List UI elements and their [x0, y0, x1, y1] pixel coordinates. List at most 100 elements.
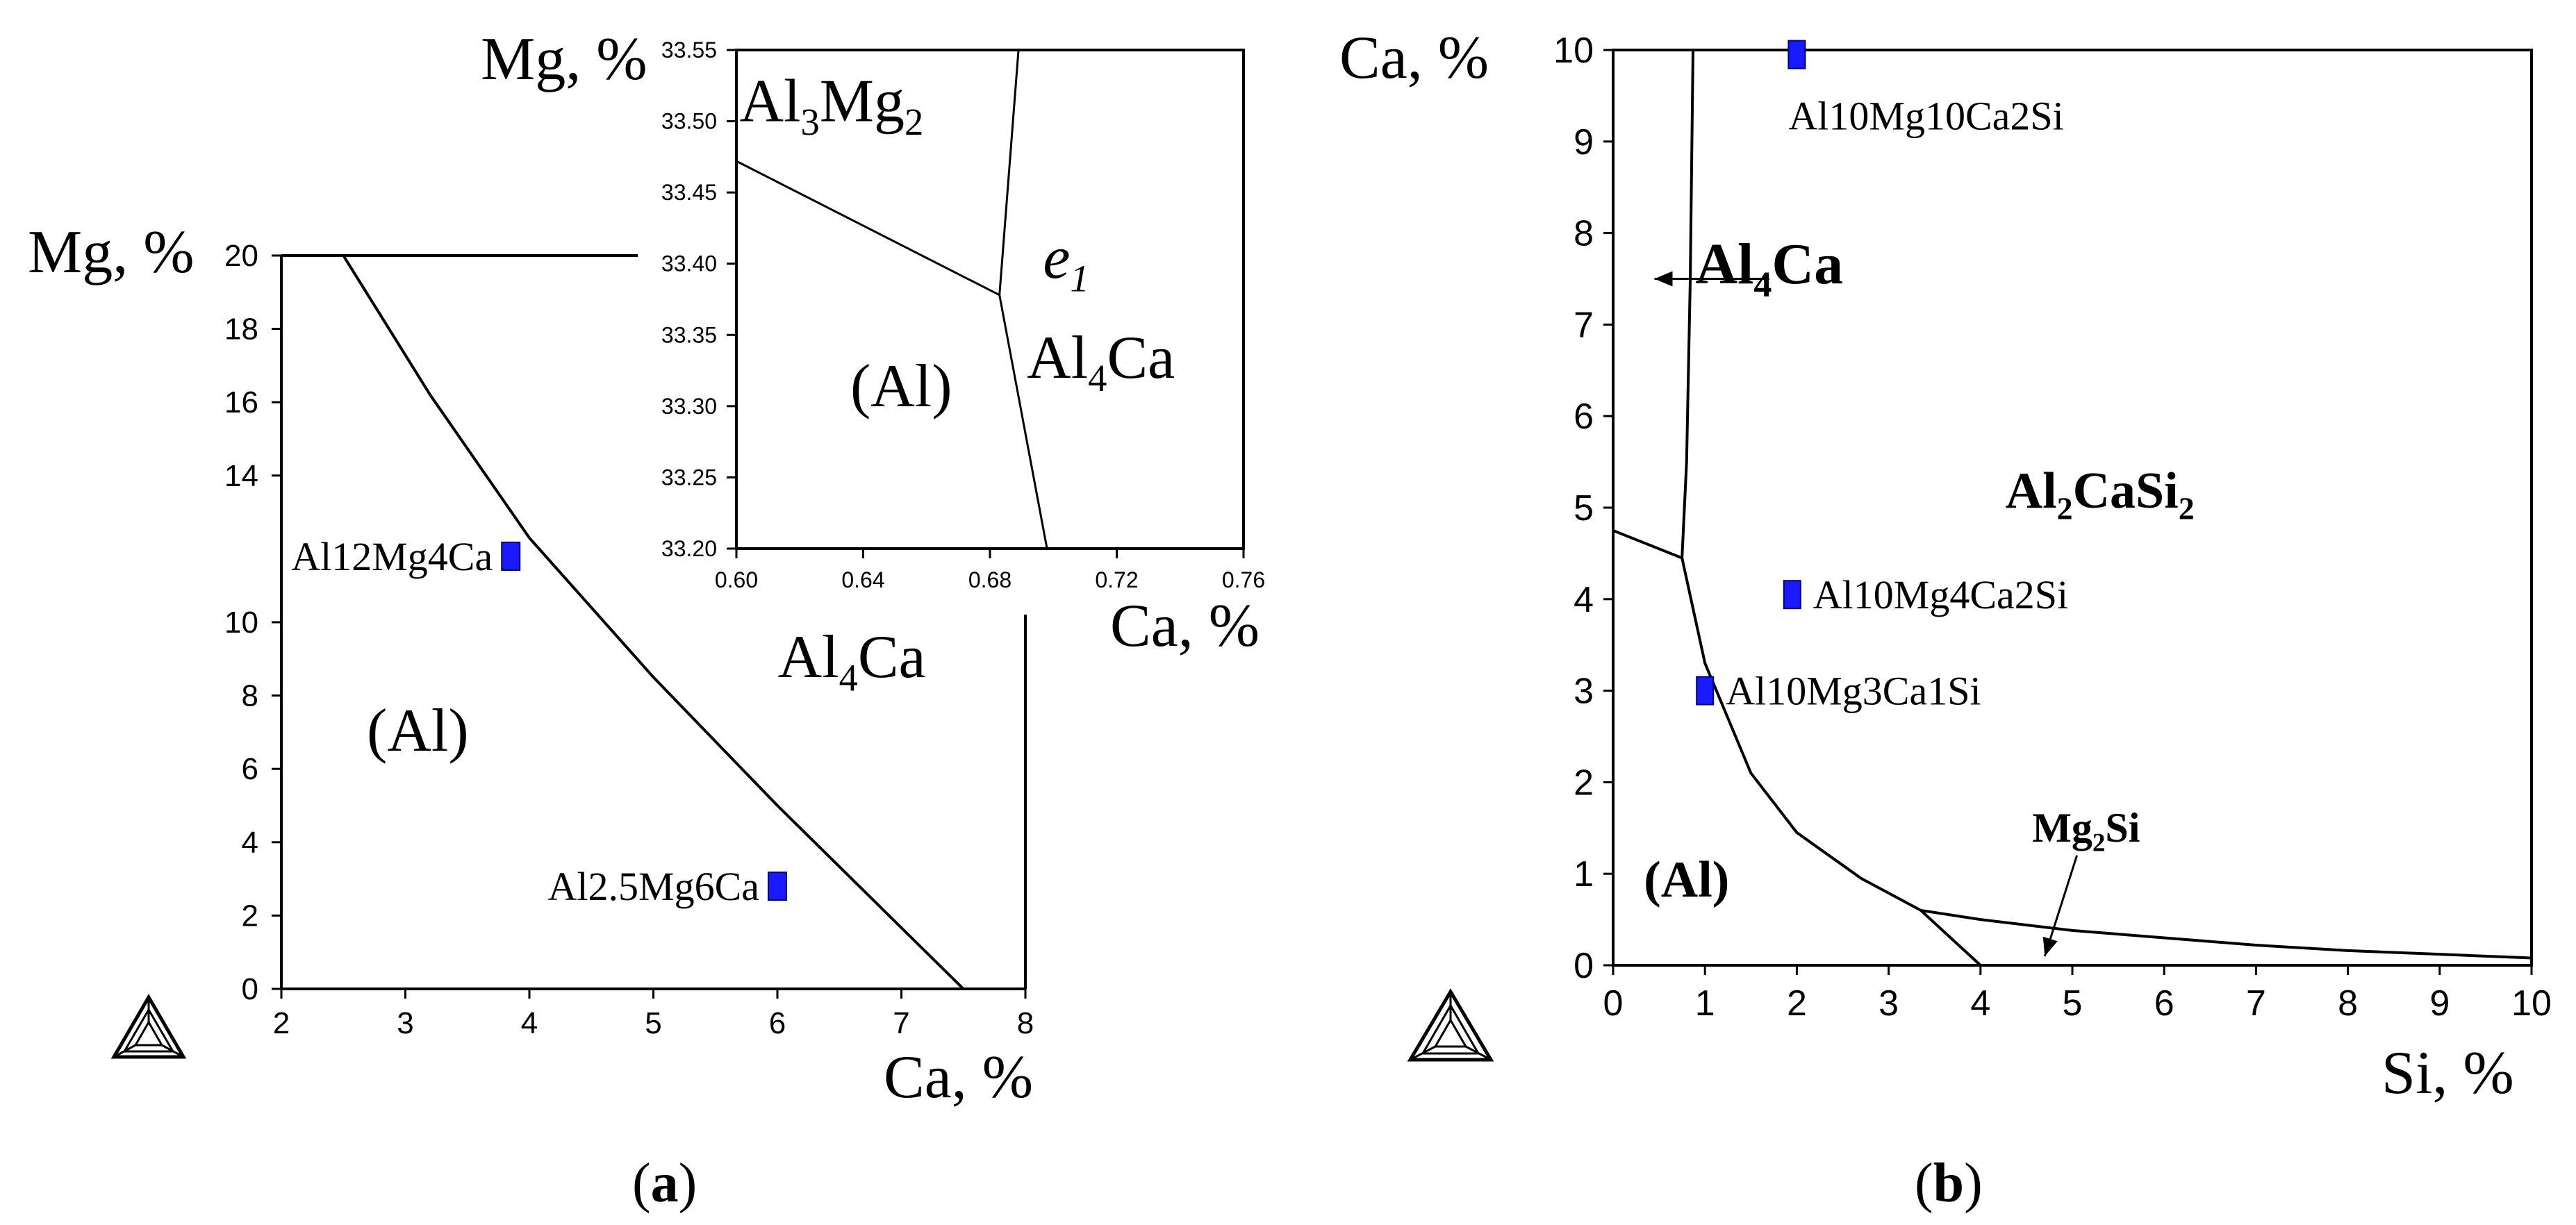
y-tick-label: 10: [1553, 31, 1594, 71]
alloy-marker: [501, 541, 521, 571]
y-tick-label: 3: [1574, 672, 1594, 712]
y-tick-label: 8: [242, 679, 258, 713]
x-tick-label: 5: [645, 1006, 661, 1040]
x-tick-label: 4: [1970, 983, 1990, 1024]
panel-b-x-ticks: 0 1 2 3 4 5 6 7 8 9 10: [1603, 965, 2552, 1024]
panel-b-region-labels: Al4Ca Al2CaSi2 (Al) Mg2Si: [1644, 232, 2195, 908]
panel-a-inset-x-axis-title: Ca, %: [1110, 592, 1260, 660]
region-label: e1: [1043, 224, 1089, 299]
x-tick-label: 3: [1879, 983, 1899, 1024]
y-tick-label: 33.20: [661, 536, 717, 561]
y-tick-label: 0: [1574, 946, 1594, 986]
x-tick-label: 1: [1695, 983, 1715, 1024]
panel-b-y-ticks: 0 1 2 3 4 5 6 7 8 9 10: [1553, 31, 1613, 986]
x-tick-label: 7: [893, 1006, 909, 1040]
boundary-line: [1919, 909, 1982, 967]
panel-a-alloy-markers: Al12Mg4Ca Al2.5Mg6Ca: [291, 534, 787, 909]
arrow-head-icon: [1654, 271, 1673, 287]
x-tick-label: 8: [1017, 1006, 1034, 1040]
y-tick-label: 16: [224, 385, 258, 419]
region-label: (Al): [850, 353, 952, 420]
panel-a-caption: (a): [632, 1153, 697, 1214]
region-label: Al3Mg2: [739, 68, 923, 143]
y-tick-label: 33.35: [661, 322, 717, 347]
alloy-marker: [1696, 676, 1715, 706]
alloy-marker: [768, 872, 787, 901]
panel-a-y-axis-title: Mg, %: [28, 219, 195, 286]
x-tick-label: 7: [2246, 983, 2266, 1024]
panel-a-inset-boundary-lines: [736, 49, 1048, 549]
panel-a-boundary-line: [342, 254, 965, 990]
panel-b-y-axis-title: Ca, %: [1339, 24, 1489, 92]
x-tick-label: 3: [397, 1006, 413, 1040]
y-tick-label: 2: [1574, 762, 1594, 803]
region-label: Al4Ca: [1027, 324, 1175, 399]
y-tick-label: 0: [242, 972, 258, 1006]
y-tick-label: 6: [1574, 397, 1594, 437]
triangle-logo-icon: [110, 994, 187, 1059]
panel-b-x-axis-title: Si, %: [2381, 1040, 2514, 1107]
alloy-label: Al10Mg10Ca2Si: [1788, 94, 2063, 139]
y-tick-label: 14: [224, 459, 258, 493]
region-label: (Al): [367, 697, 469, 765]
y-tick-label: 18: [224, 312, 258, 347]
y-tick-label: 9: [1574, 122, 1594, 162]
x-tick-label: 5: [2063, 983, 2083, 1024]
panel-b-caption-close: ): [1964, 1153, 1983, 1214]
panel-a-inset-x-ticks: 0.60 0.64 0.68 0.72 0.76: [715, 549, 1265, 592]
alloy-marker: [1787, 40, 1806, 69]
boundary-line: [1681, 49, 1695, 558]
arrow-head-icon: [2042, 936, 2058, 956]
panel-a-caption-close: ): [679, 1153, 697, 1214]
boundary-line: [998, 49, 1020, 295]
alloy-label: Al12Mg4Ca: [291, 534, 493, 579]
panel-b-boundary-lines: [1612, 49, 2532, 967]
x-tick-label: 9: [2429, 983, 2450, 1024]
panel-a-y-ticks: 0 2 4 6 8 10 14 16 18 20: [224, 239, 281, 1006]
panel-a-inset-region-labels: Al3Mg2 e1 (Al) Al4Ca: [739, 68, 1175, 420]
alloy-label: Al2.5Mg6Ca: [548, 864, 760, 909]
panel-b-caption: (b): [1915, 1153, 1983, 1214]
region-label: Al4Ca: [778, 624, 926, 699]
panel-a-main: 2 3 4 5 6 7 8 0 2 4 6 8 10 14 16 18 20 Al12Mg4Ca Al2.5Mg…: [28, 219, 1034, 1111]
panel-a-x-ticks: 2 3 4 5 6 7 8: [273, 989, 1034, 1040]
x-tick-label: 2: [273, 1006, 290, 1040]
x-tick-label: 10: [2511, 983, 2552, 1024]
y-tick-label: 33.25: [661, 465, 717, 490]
y-tick-label: 33.55: [661, 38, 717, 62]
x-tick-label: 0.68: [968, 567, 1012, 592]
y-tick-label: 7: [1574, 305, 1594, 345]
x-tick-label: 0.72: [1095, 567, 1138, 592]
x-tick-label: 2: [1787, 983, 1807, 1024]
boundary-line: [736, 160, 1000, 297]
y-tick-label: 1: [1574, 854, 1594, 894]
panel-a-caption-letter: a: [651, 1153, 679, 1214]
y-tick-label: 4: [242, 826, 258, 860]
panel-b-caption-open: (: [1915, 1153, 1933, 1214]
alloy-label: Al10Mg3Ca1Si: [1726, 669, 1981, 714]
alloy-label: Al10Mg4Ca2Si: [1813, 572, 2068, 617]
y-tick-label: 5: [1574, 488, 1594, 528]
panel-a-inset: 0.60 0.64 0.68 0.72 0.76 33.20 33.25 33.30 33.3…: [481, 26, 1265, 660]
y-tick-label: 20: [224, 239, 258, 273]
y-tick-label: 33.45: [661, 180, 717, 205]
panel-a-x-axis-title: Ca, %: [884, 1044, 1033, 1111]
y-tick-label: 6: [242, 752, 258, 786]
y-tick-label: 33.40: [661, 251, 717, 276]
region-label: Mg2Si: [2032, 805, 2140, 857]
x-tick-label: 0.60: [715, 567, 758, 592]
panel-b-caption-letter: b: [1933, 1153, 1965, 1214]
y-tick-label: 10: [224, 606, 258, 640]
alloy-marker: [1783, 580, 1801, 610]
panel-b-alloy-markers: Al10Mg10Ca2Si Al10Mg4Ca2Si Al10Mg3Ca1Si: [1696, 40, 2068, 714]
x-tick-label: 0: [1603, 983, 1624, 1024]
x-tick-label: 6: [769, 1006, 786, 1040]
panel-b-arrows: [1654, 271, 2079, 957]
y-tick-label: 2: [242, 899, 258, 933]
y-tick-label: 33.30: [661, 394, 717, 419]
y-tick-label: 8: [1574, 214, 1594, 254]
boundary-line: [1681, 558, 1922, 912]
panel-a-inset-y-ticks: 33.20 33.25 33.30 33.35 33.40 33.45 33.50 33.55: [661, 38, 736, 561]
boundary-line: [1612, 529, 1683, 560]
